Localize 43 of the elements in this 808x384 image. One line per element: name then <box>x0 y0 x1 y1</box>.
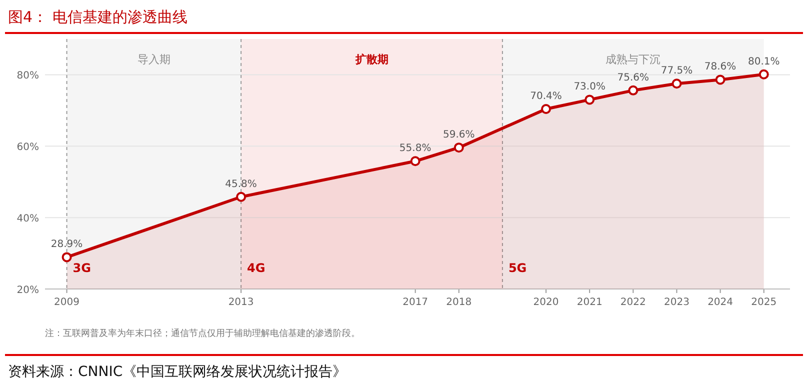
band-label: 导入期 <box>137 53 170 66</box>
ref-line-label: 4G <box>247 261 266 275</box>
data-label: 80.1% <box>748 56 780 68</box>
point <box>584 94 595 105</box>
x-tick-label: 2018 <box>446 297 472 308</box>
x-tick-label: 2017 <box>402 297 428 308</box>
chart-title: 图4： 电信基建的渗透曲线 <box>8 8 188 26</box>
point <box>62 252 72 262</box>
point <box>410 156 420 166</box>
y-tick-label: 80% <box>16 70 39 82</box>
x-tick-label: 2023 <box>664 297 690 308</box>
point <box>454 142 464 153</box>
point <box>628 85 638 96</box>
text: 注：互联网普及率为年末口径；通信节点仅用于辅助理解电信基建的渗透阶段。 <box>45 328 360 339</box>
data-label: 45.8% <box>225 178 257 190</box>
x-tick-label: 2024 <box>708 297 734 308</box>
data-label: 59.6% <box>443 130 475 141</box>
data-label: 75.6% <box>617 72 650 84</box>
point <box>758 69 769 80</box>
band-label: 成熟与下沉 <box>606 53 661 66</box>
point <box>236 192 246 202</box>
text: 资料来源：CNNIC《中国互联网络发展状况统计报告》 <box>8 364 347 380</box>
data-label: 77.5% <box>660 66 693 77</box>
band-label: 扩散期 <box>354 53 388 66</box>
y-tick-label: 60% <box>16 142 39 154</box>
data-label: 78.6% <box>704 62 736 73</box>
data-label: 28.9% <box>50 239 83 250</box>
point <box>715 74 726 85</box>
ref-line-label: 3G <box>72 261 91 275</box>
x-tick-label: 2025 <box>751 297 777 308</box>
data-label: 73.0% <box>574 82 606 93</box>
x-tick-label: 2020 <box>533 297 559 308</box>
y-tick-label: 20% <box>16 285 39 296</box>
x-tick-label: 2013 <box>228 297 254 308</box>
ref-line-label: 5G <box>508 261 527 275</box>
point <box>672 78 682 89</box>
point <box>541 104 552 114</box>
data-label: 70.4% <box>530 91 562 102</box>
x-tick-label: 2009 <box>54 297 80 308</box>
y-tick-label: 40% <box>16 214 39 225</box>
x-tick-label: 2022 <box>620 297 646 308</box>
data-label: 55.8% <box>399 143 432 154</box>
x-tick-label: 2021 <box>576 297 602 308</box>
